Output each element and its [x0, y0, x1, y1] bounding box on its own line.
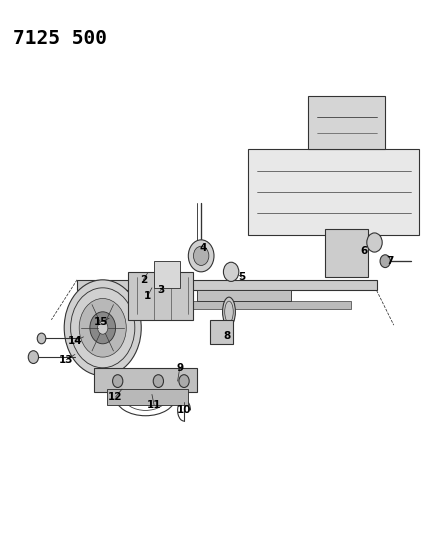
Circle shape [380, 255, 390, 268]
Text: 15: 15 [93, 318, 108, 327]
Text: 7: 7 [386, 256, 393, 266]
Text: 7125 500: 7125 500 [13, 29, 107, 49]
Circle shape [64, 280, 141, 376]
Polygon shape [325, 229, 368, 277]
Polygon shape [308, 96, 385, 149]
Text: 13: 13 [59, 355, 74, 365]
Circle shape [153, 375, 163, 387]
Text: 4: 4 [199, 243, 207, 253]
Circle shape [367, 233, 382, 252]
Polygon shape [77, 280, 377, 290]
Polygon shape [154, 261, 180, 288]
Circle shape [90, 312, 116, 344]
Circle shape [98, 321, 108, 334]
Text: 14: 14 [68, 336, 82, 346]
Polygon shape [210, 320, 233, 344]
Text: 10: 10 [177, 406, 191, 415]
Text: 3: 3 [157, 286, 164, 295]
Circle shape [188, 240, 214, 272]
Text: 6: 6 [360, 246, 367, 255]
Polygon shape [128, 301, 351, 309]
Text: 1: 1 [144, 291, 151, 301]
Polygon shape [197, 290, 291, 301]
Text: 5: 5 [238, 272, 245, 282]
Circle shape [28, 351, 39, 364]
Circle shape [37, 333, 46, 344]
Polygon shape [128, 272, 193, 320]
Circle shape [193, 246, 209, 265]
Text: 2: 2 [140, 275, 147, 285]
Polygon shape [94, 368, 197, 392]
Circle shape [113, 375, 123, 387]
Circle shape [79, 298, 126, 357]
Text: 8: 8 [223, 331, 230, 341]
Ellipse shape [223, 297, 235, 326]
Polygon shape [248, 149, 419, 235]
Text: 12: 12 [108, 392, 123, 402]
Polygon shape [107, 389, 188, 405]
Text: 11: 11 [147, 400, 161, 410]
Circle shape [223, 262, 239, 281]
Circle shape [179, 375, 189, 387]
Text: 9: 9 [176, 363, 183, 373]
